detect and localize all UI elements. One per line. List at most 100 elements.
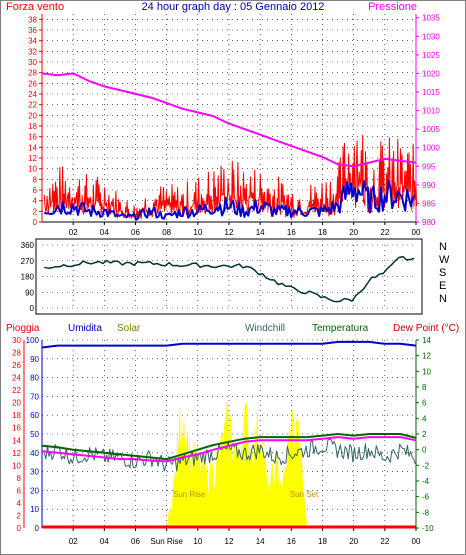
wind-tick-label: 6 (33, 186, 38, 195)
humidity-tick-label: 20 (30, 486, 39, 495)
humidity-tick-label: 60 (30, 411, 39, 420)
time-tick-label: 04 (100, 228, 109, 237)
solar-series (166, 400, 308, 529)
wind-tick-label: 20 (28, 111, 37, 120)
rain-tick-label: 4 (17, 499, 22, 508)
temperature-tick-label: 14 (422, 336, 431, 345)
wind-avg-series (43, 179, 416, 221)
rain-tick-label: 6 (17, 486, 22, 495)
humidity-tick-label: 0 (35, 524, 40, 533)
wind-tick-label: 36 (28, 26, 37, 35)
temperature-tick-label: -2 (422, 461, 430, 470)
rain-tick-label: 22 (12, 386, 21, 395)
wind-tick-label: 2 (33, 207, 38, 216)
humidity-tick-label: 80 (30, 374, 39, 383)
direction-tick-label: 90 (25, 288, 34, 297)
pressure-tick-label: 1030 (422, 32, 440, 41)
legend-label: Dew Point (°C) (393, 323, 459, 334)
wind-tick-label: 18 (28, 122, 37, 131)
wind-tick-label: 12 (28, 154, 37, 163)
pressure-tick-label: 980 (422, 218, 436, 227)
time-tick-label: 20 (349, 228, 358, 237)
pressure-tick-label: 990 (422, 181, 436, 190)
chart-title: 24 hour graph day : 05 Gennaio 2012 (142, 1, 325, 13)
rain-tick-label: 28 (12, 349, 21, 358)
time-tick-label: 04 (100, 537, 109, 546)
dewpoint-series (41, 436, 417, 463)
rain-tick-label: 20 (12, 399, 21, 408)
time-tick-label: 22 (380, 228, 389, 237)
pressure-series (41, 72, 417, 168)
humidity-tick-label: 10 (30, 505, 39, 514)
time-tick-label: 00 (412, 537, 421, 546)
legend-label: Pioggia (6, 323, 40, 334)
pressure-tick-label: 995 (422, 162, 436, 171)
time-tick-label: 10 (193, 228, 202, 237)
wind-tick-label: 28 (28, 69, 37, 78)
wind-tick-label: 24 (28, 90, 37, 99)
pressure-tick-label: 1020 (422, 69, 440, 78)
wind-tick-label: 8 (33, 175, 38, 184)
humidity-series (41, 340, 417, 349)
humidity-tick-label: 70 (30, 392, 39, 401)
wind-tick-label: 14 (28, 143, 37, 152)
rain-tick-label: 0 (17, 524, 22, 533)
wind-tick-label: 30 (28, 58, 37, 67)
time-tick-label: 12 (225, 228, 234, 237)
rain-tick-label: 10 (12, 461, 21, 470)
humidity-tick-label: 30 (30, 468, 39, 477)
wind-direction-series (44, 255, 415, 303)
legend-label: Windchill (245, 323, 285, 334)
direction-frame (35, 238, 423, 315)
time-tick-label: 08 (162, 228, 171, 237)
humidity-tick-label: 40 (30, 449, 39, 458)
compass-letter: E (439, 280, 446, 292)
wind-tick-label: 16 (28, 133, 37, 142)
rain-tick-label: 12 (12, 449, 21, 458)
rain-tick-label: 16 (12, 424, 21, 433)
rain-tick-label: 2 (17, 511, 22, 520)
wind-tick-label: 26 (28, 79, 37, 88)
pressure-tick-label: 1025 (422, 51, 440, 60)
temperature-tick-label: -4 (422, 477, 430, 486)
rain-tick-label: 30 (12, 336, 21, 345)
temperature-series (41, 433, 417, 461)
wind-tick-label: 22 (28, 101, 37, 110)
time-tick-label: 16 (287, 228, 296, 237)
temperature-tick-label: 8 (422, 383, 427, 392)
wind-tick-label: 34 (28, 37, 37, 46)
pressure-tick-label: 1035 (422, 14, 440, 23)
wind-tick-label: 38 (28, 15, 37, 24)
time-tick-label: 16 (287, 537, 296, 546)
direction-tick-label: 0 (30, 304, 35, 313)
rain-tick-label: 14 (12, 436, 21, 445)
legend-label: Temperatura (312, 323, 369, 334)
compass-letter: S (439, 267, 446, 279)
time-tick-label: 06 (131, 537, 140, 546)
time-tick-label: Sun Rise (150, 537, 183, 546)
time-tick-label: 06 (131, 228, 140, 237)
humidity-tick-label: 100 (26, 336, 40, 345)
pressure-tick-label: 1010 (422, 107, 440, 116)
legend-label: Solar (117, 323, 141, 334)
temperature-tick-label: 10 (422, 367, 431, 376)
temperature-tick-label: 4 (422, 414, 427, 423)
time-tick-label: 18 (318, 537, 327, 546)
compass-letter: N (439, 293, 447, 305)
temperature-tick-label: -10 (422, 524, 434, 533)
time-tick-label: 14 (256, 537, 265, 546)
wind-tick-label: 10 (28, 165, 37, 174)
time-tick-label: 02 (69, 537, 78, 546)
direction-tick-label: 270 (21, 257, 35, 266)
temperature-tick-label: 12 (422, 352, 431, 361)
humidity-tick-label: 50 (30, 430, 39, 439)
compass-letter: N (439, 241, 447, 253)
wind-tick-label: 4 (33, 197, 38, 206)
time-tick-label: 18 (318, 228, 327, 237)
rain-tick-label: 26 (12, 361, 21, 370)
pressure-tick-label: 1015 (422, 88, 440, 97)
pressure-tick-label: 1000 (422, 144, 440, 153)
time-tick-label: 14 (256, 228, 265, 237)
